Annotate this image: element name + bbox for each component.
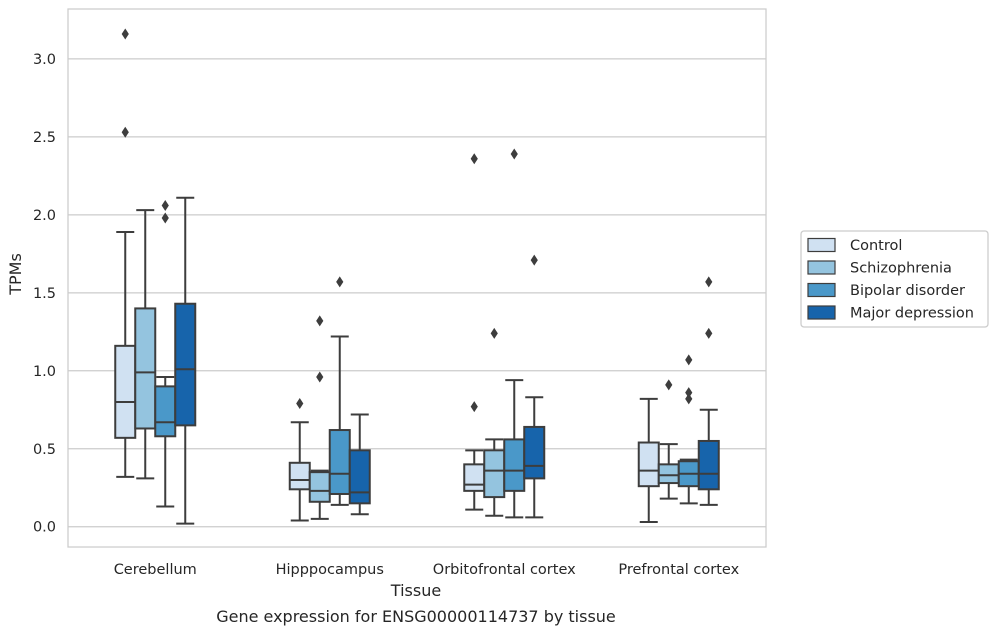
- outlier-point: [705, 327, 713, 339]
- y-tick-label: 1.5: [33, 286, 56, 302]
- y-tick-labels: 0.0 0.5 1.0 1.5 2.0 2.5 3.0: [33, 52, 56, 536]
- y-tick-label: 0.5: [33, 442, 56, 458]
- box-body: [637, 441, 660, 488]
- legend-label: Schizophrenia: [850, 261, 952, 277]
- outlier-point: [490, 327, 498, 339]
- legend-frame: [800, 230, 989, 328]
- outlier-point: [161, 199, 169, 211]
- outlier-point: [336, 276, 344, 288]
- outlier-point: [121, 126, 129, 138]
- outlier-point: [530, 254, 538, 266]
- box-body: [697, 439, 720, 491]
- outlier-point: [470, 401, 478, 413]
- y-tick-label: 1.0: [33, 364, 56, 380]
- y-tick-label: 3.0: [33, 52, 56, 68]
- outlier-point: [161, 212, 169, 224]
- box-body: [463, 463, 486, 492]
- box-body: [114, 344, 137, 439]
- outlier-point: [705, 276, 713, 288]
- box: [348, 413, 371, 516]
- box: [637, 397, 660, 524]
- box-body: [288, 461, 311, 491]
- box: [134, 209, 157, 480]
- legend-swatch: [807, 237, 836, 253]
- box-body: [348, 449, 371, 505]
- box: [328, 276, 351, 506]
- box: [483, 327, 506, 517]
- y-tick-label: 2.0: [33, 208, 56, 224]
- plot-frame: [67, 8, 767, 548]
- y-tick-label: 0.0: [33, 520, 56, 536]
- box-body: [503, 438, 526, 492]
- y-tick-label: 2.5: [33, 130, 56, 146]
- box: [174, 196, 197, 525]
- outlier-point: [685, 354, 693, 366]
- box-body: [483, 449, 506, 499]
- box: [523, 254, 546, 519]
- box: [114, 28, 137, 478]
- x-tick-label: Hipppocampus: [276, 562, 384, 578]
- outlier-point: [665, 379, 673, 391]
- box-body: [523, 425, 546, 480]
- box-body: [154, 385, 177, 438]
- box-body: [134, 307, 157, 430]
- box: [308, 315, 331, 520]
- x-tick-label: Prefrontal cortex: [618, 562, 739, 578]
- outlier-point: [685, 393, 693, 405]
- box: [288, 398, 311, 522]
- box-body: [328, 429, 351, 495]
- legend-label: Bipolar disorder: [850, 283, 965, 299]
- legend-swatch: [807, 282, 836, 298]
- outlier-point: [470, 153, 478, 165]
- box-body: [308, 471, 331, 503]
- box: [677, 354, 700, 505]
- x-tick-labels: Cerebellum Hipppocampus Orbitofrontal cort…: [114, 562, 740, 578]
- outlier-point: [316, 371, 324, 383]
- y-axis-label: TPMs: [6, 253, 25, 296]
- outlier-point: [685, 387, 693, 399]
- box-body: [657, 463, 680, 485]
- legend-swatch: [807, 260, 836, 275]
- box-groups: [114, 28, 720, 525]
- legend-label: Major depression: [850, 306, 974, 322]
- outlier-point: [296, 398, 304, 410]
- legend: Control Schizophrenia Bipolar disorder Majo…: [800, 230, 989, 328]
- box: [697, 276, 720, 506]
- x-axis-label: Tissue: [390, 581, 441, 600]
- x-tick-label: Orbitofrontal cortex: [433, 562, 576, 578]
- box: [154, 199, 177, 508]
- outlier-point: [121, 28, 129, 40]
- outlier-point: [316, 315, 324, 327]
- legend-label: Control: [850, 238, 902, 254]
- box: [657, 379, 680, 500]
- gridlines: [68, 58, 766, 528]
- chart-caption: Gene expression for ENSG00000114737 by t…: [216, 607, 616, 626]
- box-body: [174, 302, 197, 427]
- box: [503, 148, 526, 519]
- legend-swatch: [807, 305, 836, 320]
- outlier-point: [510, 148, 518, 160]
- x-tick-label: Cerebellum: [114, 562, 197, 578]
- box: [463, 153, 486, 511]
